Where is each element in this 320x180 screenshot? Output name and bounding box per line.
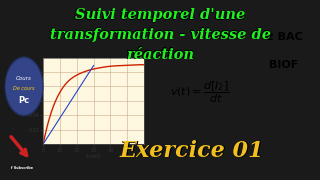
Text: réaction: réaction: [126, 48, 194, 62]
Y-axis label: [I₂](mol.L⁻¹): [I₂](mol.L⁻¹): [23, 89, 27, 113]
Text: De cours: De cours: [13, 86, 35, 91]
Text: Exercice 01: Exercice 01: [120, 140, 264, 162]
Text: Exercice 01: Exercice 01: [119, 140, 264, 162]
Text: Exercice 01: Exercice 01: [120, 140, 265, 162]
Circle shape: [5, 57, 43, 116]
Text: f Subscribe: f Subscribe: [11, 166, 33, 170]
Circle shape: [6, 59, 42, 114]
Text: réaction: réaction: [126, 48, 194, 62]
Text: Exercice 01: Exercice 01: [120, 140, 264, 162]
Text: Cours: Cours: [16, 76, 32, 81]
Text: Suivi temporel d'une: Suivi temporel d'une: [75, 8, 245, 22]
Text: 2 BAC: 2 BAC: [266, 32, 302, 42]
Text: Exercice 01: Exercice 01: [120, 140, 264, 162]
X-axis label: t(min): t(min): [86, 154, 101, 159]
Text: Pc: Pc: [19, 96, 29, 105]
Text: $v(t) = \dfrac{d[I_2]}{dt}$: $v(t) = \dfrac{d[I_2]}{dt}$: [170, 79, 230, 105]
Text: transformation - vitesse de: transformation - vitesse de: [49, 28, 270, 42]
Text: transformation - vitesse de: transformation - vitesse de: [50, 28, 270, 42]
Text: réaction: réaction: [125, 48, 194, 62]
Text: Exercice 01: Exercice 01: [120, 140, 265, 162]
Text: Suivi temporel d'une: Suivi temporel d'une: [75, 8, 245, 22]
Text: transformation - vitesse de: transformation - vitesse de: [50, 28, 271, 42]
Text: Suivi temporel d'une: Suivi temporel d'une: [75, 8, 245, 22]
Text: Suivi temporel d'une: Suivi temporel d'une: [75, 8, 245, 22]
Text: réaction: réaction: [126, 47, 194, 61]
Text: transformation - vitesse de: transformation - vitesse de: [50, 28, 270, 42]
Text: Suivi temporel d'une: Suivi temporel d'une: [75, 8, 245, 22]
Text: BIOF: BIOF: [269, 60, 299, 70]
Text: transformation - vitesse de: transformation - vitesse de: [50, 28, 270, 41]
Text: transformation - vitesse de: transformation - vitesse de: [50, 28, 271, 42]
Text: Exercice 01: Exercice 01: [119, 140, 264, 162]
Text: réaction: réaction: [126, 48, 194, 62]
Text: Exercice 01: Exercice 01: [119, 140, 264, 162]
Text: transformation - vitesse de: transformation - vitesse de: [50, 28, 271, 42]
Text: Suivi temporel d'une: Suivi temporel d'une: [75, 8, 245, 22]
Text: Suivi temporel d'une: Suivi temporel d'une: [75, 8, 245, 22]
Text: transformation - vitesse de: transformation - vitesse de: [49, 28, 270, 42]
Text: Exercice 01: Exercice 01: [120, 140, 265, 162]
Text: Suivi temporel d'une: Suivi temporel d'une: [74, 8, 245, 22]
Text: transformation - vitesse de: transformation - vitesse de: [49, 28, 270, 42]
Text: réaction: réaction: [126, 48, 195, 62]
Text: réaction: réaction: [126, 47, 194, 61]
Text: réaction: réaction: [126, 47, 194, 61]
Text: réaction: réaction: [126, 48, 194, 62]
Text: Suivi temporel d'une: Suivi temporel d'une: [75, 8, 246, 22]
